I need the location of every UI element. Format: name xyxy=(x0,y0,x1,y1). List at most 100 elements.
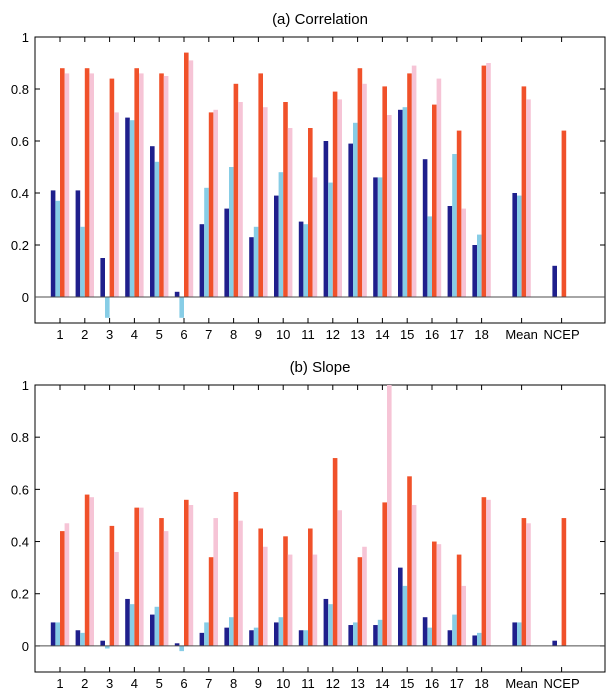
bar-s4-1 xyxy=(64,523,70,646)
x-tick-label: NCEP xyxy=(544,327,580,342)
bar-s2-15 xyxy=(402,107,408,297)
bar-s2-12 xyxy=(328,182,333,297)
x-tick-label: 17 xyxy=(450,327,464,342)
bar-s1-2 xyxy=(75,190,81,297)
x-tick-label: 18 xyxy=(474,327,488,342)
x-tick-label: Mean xyxy=(505,327,538,342)
bar-s3-11 xyxy=(308,128,313,297)
bar-s2-12 xyxy=(328,604,333,646)
bar-s1-12 xyxy=(323,141,329,297)
bar-s1-8 xyxy=(224,627,229,646)
bar-s4-18 xyxy=(486,499,491,646)
plot-frame xyxy=(34,36,606,324)
bar-s2-6 xyxy=(179,297,184,318)
bar-s4-7 xyxy=(213,109,218,297)
bar-s2-4 xyxy=(129,604,135,646)
bar-s1-18 xyxy=(472,245,477,297)
bar-s1-15 xyxy=(398,567,403,646)
bar-s2-15 xyxy=(402,585,408,646)
x-tick-label: 5 xyxy=(156,327,163,342)
bar-s1-5 xyxy=(150,614,155,646)
bar-s4-11 xyxy=(312,554,318,646)
bar-s3-15 xyxy=(407,73,412,298)
bar-s2-16 xyxy=(427,216,432,297)
bar-s2-Mean xyxy=(517,622,522,646)
x-tick-label: 3 xyxy=(106,676,113,691)
x-tick-label: 16 xyxy=(425,676,439,691)
bar-s1-Mean xyxy=(512,622,517,646)
bar-s4-17 xyxy=(461,208,466,297)
x-tick-label: 13 xyxy=(350,327,364,342)
bar-s4-6 xyxy=(188,505,194,646)
x-tick-label: 14 xyxy=(375,676,389,691)
plot-frame xyxy=(34,384,606,673)
x-tick-label: 4 xyxy=(131,327,138,342)
bar-s4-4 xyxy=(139,507,144,646)
bar-s4-9 xyxy=(263,546,268,646)
bar-s1-17 xyxy=(447,630,453,646)
bar-s3-16 xyxy=(432,104,437,297)
chart-title: (b) Slope xyxy=(290,359,351,376)
x-tick-label: 8 xyxy=(230,327,237,342)
bar-s1-10 xyxy=(274,622,279,646)
bar-s4-3 xyxy=(114,112,119,298)
bar-s3-NCEP xyxy=(561,518,567,646)
bar-s1-17 xyxy=(447,206,453,297)
bar-s1-5 xyxy=(150,146,155,297)
bar-s4-7 xyxy=(213,518,218,646)
bar-s1-13 xyxy=(348,625,353,646)
x-tick-label: 1 xyxy=(56,327,63,342)
y-tick-label: 0 xyxy=(22,290,29,305)
bar-s3-10 xyxy=(283,536,288,646)
bar-s4-18 xyxy=(486,63,491,297)
bar-s4-15 xyxy=(411,65,417,297)
x-tick-label: 9 xyxy=(255,676,262,691)
bar-s4-5 xyxy=(163,531,169,646)
bar-s4-10 xyxy=(287,554,293,646)
bar-s2-5 xyxy=(154,161,160,297)
bar-s3-Mean xyxy=(521,86,527,298)
y-tick-label: 0.8 xyxy=(11,430,29,445)
bar-s2-11 xyxy=(303,224,308,297)
bar-s3-1 xyxy=(60,68,65,297)
bar-s2-9 xyxy=(253,226,259,297)
bar-s1-1 xyxy=(50,622,56,646)
bar-s2-Mean xyxy=(517,195,522,297)
bar-s1-18 xyxy=(472,635,477,646)
bar-s1-6 xyxy=(174,643,180,646)
bar-s2-7 xyxy=(204,187,209,297)
x-tick-label: 4 xyxy=(131,676,138,691)
bar-s1-3 xyxy=(100,640,105,646)
x-tick-label: 17 xyxy=(450,676,464,691)
bar-s1-3 xyxy=(100,258,105,297)
bar-s4-13 xyxy=(362,83,367,297)
bar-s3-14 xyxy=(382,86,387,298)
bar-s4-2 xyxy=(89,497,94,646)
bar-s3-3 xyxy=(109,525,115,646)
bar-s3-11 xyxy=(308,528,313,646)
bar-s2-17 xyxy=(452,154,457,297)
bar-s2-7 xyxy=(204,622,209,646)
x-tick-label: 8 xyxy=(230,676,237,691)
bar-s3-17 xyxy=(456,130,462,297)
bar-s4-14 xyxy=(387,385,392,646)
bar-s3-4 xyxy=(134,507,139,646)
bar-s4-1 xyxy=(64,73,70,298)
x-tick-label: 15 xyxy=(400,327,414,342)
bar-s3-10 xyxy=(283,102,288,297)
x-tick-label: 12 xyxy=(326,327,340,342)
x-tick-label: 11 xyxy=(301,676,315,691)
x-tick-label: 10 xyxy=(276,676,290,691)
bar-s2-2 xyxy=(80,632,85,646)
bar-s1-16 xyxy=(422,617,428,646)
x-tick-label: 3 xyxy=(106,327,113,342)
bar-s4-13 xyxy=(362,546,367,646)
x-tick-label: 2 xyxy=(81,676,88,691)
x-tick-label: 6 xyxy=(180,676,187,691)
x-tick-label: 12 xyxy=(326,676,340,691)
bar-s3-8 xyxy=(233,491,239,646)
bar-s2-4 xyxy=(129,120,135,297)
bar-s4-14 xyxy=(387,115,392,297)
bar-s4-16 xyxy=(436,78,442,297)
bar-s2-6 xyxy=(179,645,184,652)
